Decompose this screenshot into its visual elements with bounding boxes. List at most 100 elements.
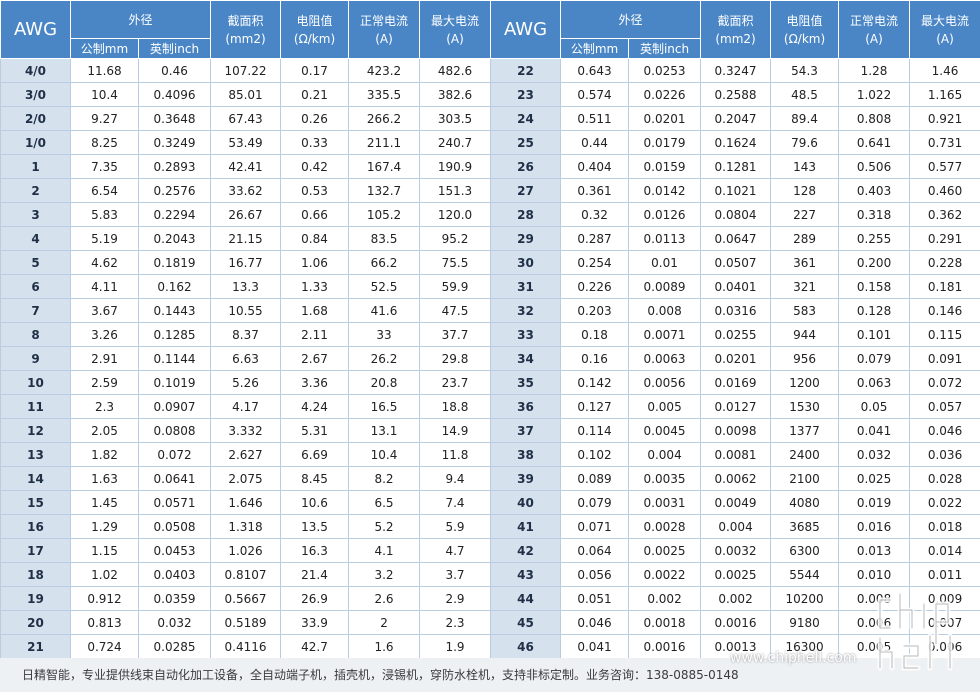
right-cross-section-area-cell: 0.0016	[700, 610, 772, 635]
right-resistance-cell: 321	[770, 274, 840, 299]
header-unit: (mm2)	[715, 31, 756, 46]
header-unit: (Ω/km)	[293, 31, 336, 46]
left-imperial-inch-cell: 0.1019	[137, 370, 212, 395]
right-normal-current-cell: 0.641	[838, 130, 911, 155]
right-metric-mm-cell: 0.643	[560, 58, 630, 83]
right-cross-section-area-cell: 0.0169	[700, 370, 772, 395]
right-max-current-cell: 0.057	[909, 394, 980, 419]
right-max-current-cell: 0.460	[909, 178, 980, 203]
left-imperial-inch-cell: 0.2576	[137, 178, 212, 203]
left-resistance-cell: 2.67	[280, 346, 350, 371]
right-resistance-cell: 16300	[770, 634, 840, 659]
watermark-url: www.chiphell.com	[730, 650, 857, 666]
right-normal-current-cell: 0.063	[838, 370, 911, 395]
right-cross-section-area-cell: 0.004	[700, 514, 772, 539]
footer-bar: 日精智能，专业提供线束自动化加工设备，全自动端子机，插壳机，浸锡机，穿防水栓机，…	[0, 658, 980, 692]
left-normal-current-cell: 1.6	[348, 634, 421, 659]
left-max-current-cell: 482.6	[419, 58, 492, 83]
table-row: 13 1.82 0.072 2.627 6.69 10.4 11.8 38 0.102 0.004…	[0, 442, 980, 467]
left-metric-mm-cell: 10.4	[70, 82, 139, 107]
right-resistance-cell: 79.6	[770, 130, 840, 155]
left-resistance-cell: 6.69	[280, 442, 350, 467]
left-max-current-cell: 303.5	[419, 106, 492, 131]
right-cross-section-area-cell: 0.0098	[700, 418, 772, 443]
left-awg-cell: 3/0	[0, 82, 71, 107]
left-resistance-cell: 0.42	[280, 154, 350, 179]
right-imperial-inch-cell: 0.0022	[628, 562, 702, 587]
right-cross-section-area-cell: 0.1624	[700, 130, 772, 155]
left-cross-section-area-cell: 1.318	[210, 514, 282, 539]
left-awg-cell: 14	[0, 466, 71, 491]
table-row: 20 0.813 0.032 0.5189 33.9 2 2.3 45 0.046 0.0018 0…	[0, 610, 980, 635]
right-metric-mm-cell: 0.203	[560, 298, 630, 323]
right-metric-mm-cell: 0.18	[560, 322, 630, 347]
left-normal-current-cell: 4.1	[348, 538, 421, 563]
right-metric-mm-cell: 0.254	[560, 250, 630, 275]
left-max-current-cell: 75.5	[419, 250, 492, 275]
table-row: 19 0.912 0.0359 0.5667 26.9 2.6 2.9 44 0.051 0.00…	[0, 586, 980, 611]
header-label: 正常电流	[360, 13, 409, 28]
left-cross-section-area-cell: 3.332	[210, 418, 282, 443]
right-normal-current-cell: 0.255	[838, 226, 911, 251]
table-row: 18 1.02 0.0403 0.8107 21.4 3.2 3.7 43 0.056 0.002…	[0, 562, 980, 587]
header-unit: (A)	[936, 31, 954, 46]
left-metric-mm-cell: 1.02	[70, 562, 139, 587]
left-cross-section-area-cell: 10.55	[210, 298, 282, 323]
left-metric-mm-cell: 11.68	[70, 58, 139, 83]
left-awg-cell: 6	[0, 274, 71, 299]
left-metric-mm-cell: 5.83	[70, 202, 139, 227]
table-row: 4 5.19 0.2043 21.15 0.84 83.5 95.2 29 0.287 0.011…	[0, 226, 980, 251]
left-cross-section-area-cell: 1.646	[210, 490, 282, 515]
right-awg-cell: 26	[490, 154, 562, 179]
left-resistance-cell: 10.6	[280, 490, 350, 515]
right-cross-section-area-cell: 0.2047	[700, 106, 772, 131]
left-metric-mm-cell: 0.912	[70, 586, 139, 611]
table-row: 17 1.15 0.0453 1.026 16.3 4.1 4.7 42 0.064 0.0025…	[0, 538, 980, 563]
left-awg-cell: 1/0	[0, 130, 71, 155]
right-normal-current-cell: 0.032	[838, 442, 911, 467]
header-metric-left: 公制mm	[70, 38, 139, 59]
right-max-current-cell: 0.577	[909, 154, 980, 179]
left-resistance-cell: 16.3	[280, 538, 350, 563]
right-awg-cell: 39	[490, 466, 562, 491]
right-max-current-cell: 1.46	[909, 58, 980, 83]
left-normal-current-cell: 20.8	[348, 370, 421, 395]
right-imperial-inch-cell: 0.01	[628, 250, 702, 275]
right-normal-current-cell: 0.016	[838, 514, 911, 539]
right-max-current-cell: 0.115	[909, 322, 980, 347]
right-max-current-cell: 0.291	[909, 226, 980, 251]
right-resistance-cell: 1377	[770, 418, 840, 443]
left-cross-section-area-cell: 107.22	[210, 58, 282, 83]
right-imperial-inch-cell: 0.0035	[628, 466, 702, 491]
right-max-current-cell: 0.009	[909, 586, 980, 611]
left-max-current-cell: 2.9	[419, 586, 492, 611]
right-metric-mm-cell: 0.511	[560, 106, 630, 131]
right-imperial-inch-cell: 0.0025	[628, 538, 702, 563]
left-normal-current-cell: 2	[348, 610, 421, 635]
left-metric-mm-cell: 1.15	[70, 538, 139, 563]
table-row: 6 4.11 0.162 13.3 1.33 52.5 59.9 31 0.226 0.0089 0…	[0, 274, 980, 299]
right-max-current-cell: 0.036	[909, 442, 980, 467]
left-cross-section-area-cell: 42.41	[210, 154, 282, 179]
right-imperial-inch-cell: 0.0016	[628, 634, 702, 659]
right-normal-current-cell: 0.128	[838, 298, 911, 323]
left-max-current-cell: 14.9	[419, 418, 492, 443]
left-cross-section-area-cell: 0.4116	[210, 634, 282, 659]
right-awg-cell: 23	[490, 82, 562, 107]
right-imperial-inch-cell: 0.0018	[628, 610, 702, 635]
left-imperial-inch-cell: 0.0453	[137, 538, 212, 563]
right-resistance-cell: 289	[770, 226, 840, 251]
left-imperial-inch-cell: 0.2043	[137, 226, 212, 251]
left-resistance-cell: 0.84	[280, 226, 350, 251]
right-normal-current-cell: 0.019	[838, 490, 911, 515]
left-max-current-cell: 120.0	[419, 202, 492, 227]
left-metric-mm-cell: 2.59	[70, 370, 139, 395]
right-resistance-cell: 944	[770, 322, 840, 347]
table-row: 11 2.3 0.0907 4.17 4.24 16.5 18.8 36 0.127 0.005 0…	[0, 394, 980, 419]
right-imperial-inch-cell: 0.0071	[628, 322, 702, 347]
left-resistance-cell: 42.7	[280, 634, 350, 659]
right-imperial-inch-cell: 0.005	[628, 394, 702, 419]
left-cross-section-area-cell: 5.26	[210, 370, 282, 395]
right-max-current-cell: 0.011	[909, 562, 980, 587]
left-cross-section-area-cell: 4.17	[210, 394, 282, 419]
